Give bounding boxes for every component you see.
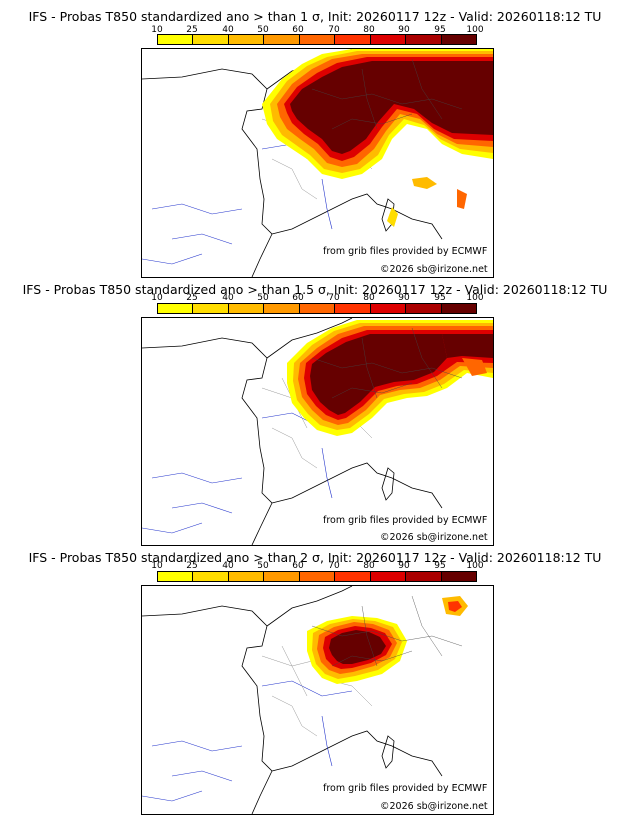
colorbar-tick: 50 [257,25,269,35]
colorbar-tick: 40 [222,293,234,303]
colorbar-tick: 100 [466,561,484,571]
colorbar-tick: 70 [328,25,340,35]
colorbar-tick: 60 [292,561,304,571]
colorbar-tick: 90 [398,25,410,35]
country-borders [311,58,463,130]
colorbar-tick: 70 [328,293,340,303]
colorbar-swatch [228,572,265,581]
credit-text: from grib files provided by ECMWF [323,246,488,257]
colorbar [157,303,477,314]
colorbar-swatch [193,35,229,44]
colorbar-swatch [370,572,407,581]
colorbar-labels: 10 25 40 50 60 70 80 90 95 100 [151,561,483,571]
colorbar-swatch [299,304,336,313]
watermark-text: ©2026 sb@irizone.net [380,801,488,812]
colorbar-tick: 60 [292,25,304,35]
colorbar-tick: 95 [434,25,446,35]
colorbar [157,571,477,582]
probability-map: from grib files provided by ECMWF ©2026 … [141,317,494,546]
colorbar-swatch [299,35,336,44]
probability-field [262,49,493,227]
map-canvas [142,586,468,814]
rivers [142,680,353,802]
country-borders [311,595,463,667]
colorbar-tick: 25 [186,561,198,571]
probability-field [287,320,493,436]
colorbar-swatch [406,304,442,313]
colorbar-swatch [299,572,336,581]
colorbar-swatch [228,304,265,313]
colorbar-swatch [193,304,229,313]
colorbar-swatch [335,572,371,581]
coastline [142,586,443,814]
map-canvas [142,49,493,277]
colorbar-tick: 100 [466,25,484,35]
colorbar-swatch [158,304,194,313]
colorbar-swatch [441,35,476,44]
colorbar-swatch [228,35,265,44]
panel-title: IFS - Probas T850 standardized ano > tha… [28,9,602,24]
colorbar-tick: 90 [398,293,410,303]
credit-text: from grib files provided by ECMWF [323,783,488,794]
colorbar-tick: 70 [328,561,340,571]
panel-title: IFS - Probas T850 standardized ano > tha… [22,282,608,297]
colorbar-labels: 10 25 40 50 60 70 80 90 95 100 [151,293,483,303]
country-borders [311,327,463,399]
colorbar [157,34,477,45]
colorbar-swatch [158,572,194,581]
probability-map: from grib files provided by ECMWF ©2026 … [141,48,494,278]
colorbar-tick: 50 [257,561,269,571]
panel-2: IFS - Probas T850 standardized ano > tha… [0,276,630,546]
colorbar-swatch [406,35,442,44]
colorbar-tick: 95 [434,293,446,303]
colorbar-swatch [441,304,476,313]
colorbar-swatch [406,572,442,581]
colorbar-tick: 60 [292,293,304,303]
colorbar-swatch [158,35,194,44]
credit-text: from grib files provided by ECMWF [323,515,488,526]
panel-title: IFS - Probas T850 standardized ano > tha… [28,550,602,565]
colorbar-tick: 50 [257,293,269,303]
colorbar-tick: 80 [363,561,375,571]
colorbar-tick: 40 [222,561,234,571]
colorbar-labels: 10 25 40 50 60 70 80 90 95 100 [151,25,483,35]
colorbar-swatch [193,572,229,581]
colorbar-tick: 10 [151,293,163,303]
probability-field [307,596,468,684]
colorbar-swatch [441,572,476,581]
colorbar-swatch [264,304,300,313]
colorbar-tick: 100 [466,293,484,303]
colorbar-tick: 25 [186,25,198,35]
colorbar-swatch [335,35,371,44]
colorbar-tick: 10 [151,25,163,35]
colorbar-swatch [264,35,300,44]
colorbar-tick: 80 [363,25,375,35]
panel-3: IFS - Probas T850 standardized ano > tha… [0,546,630,828]
colorbar-tick: 10 [151,561,163,571]
panel-1: IFS - Probas T850 standardized ano > tha… [0,0,630,278]
colorbar-swatch [370,304,407,313]
watermark-text: ©2026 sb@irizone.net [380,264,488,275]
colorbar-tick: 25 [186,293,198,303]
colorbar-swatch [264,572,300,581]
colorbar-swatch [370,35,407,44]
coastline [142,318,443,545]
colorbar-tick: 90 [398,561,410,571]
watermark-text: ©2026 sb@irizone.net [380,532,488,543]
map-canvas [142,318,493,545]
probability-map: from grib files provided by ECMWF ©2026 … [141,585,494,815]
colorbar-tick: 80 [363,293,375,303]
colorbar-tick: 95 [434,561,446,571]
colorbar-tick: 40 [222,25,234,35]
colorbar-swatch [335,304,371,313]
